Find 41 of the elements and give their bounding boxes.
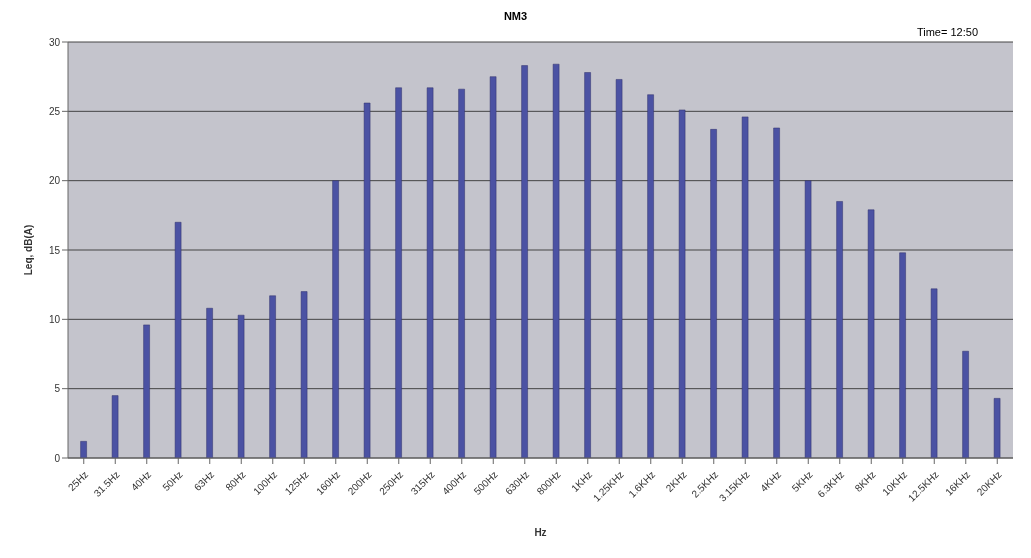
bar <box>269 295 276 458</box>
text: Time= 12:50 <box>916 26 978 38</box>
y-tick-label: 30 <box>48 36 61 48</box>
bar <box>395 87 402 458</box>
bar <box>867 209 875 458</box>
bar <box>836 201 843 458</box>
bar <box>206 307 213 458</box>
bar <box>458 88 465 458</box>
bar <box>552 63 560 458</box>
y-tick-label: 15 <box>48 244 61 256</box>
bar <box>332 180 339 458</box>
bar <box>773 127 780 458</box>
bar <box>930 288 938 458</box>
bar <box>489 76 497 458</box>
bar <box>426 87 434 458</box>
y-tick-label: 0 <box>54 452 61 464</box>
bar <box>741 116 749 458</box>
bar <box>300 291 308 458</box>
bar <box>804 180 812 458</box>
bar <box>111 395 119 458</box>
bar <box>584 72 591 458</box>
bar <box>647 94 654 458</box>
y-tick-label: 20 <box>48 175 61 187</box>
x-axis-title: Hz <box>534 527 547 538</box>
chart-title: NM3 <box>502 10 529 22</box>
bar <box>962 350 969 458</box>
y-tick-label: 5 <box>54 383 61 395</box>
bar <box>237 314 245 458</box>
y-tick-label: 25 <box>48 105 61 117</box>
bar <box>174 222 182 458</box>
bar <box>710 129 717 458</box>
y-tick-label: 10 <box>48 313 61 325</box>
bar <box>80 441 87 458</box>
bar <box>521 65 528 458</box>
y-axis-title: Leq, dB(A) <box>22 224 34 276</box>
bar <box>993 398 1001 458</box>
bar <box>678 109 686 458</box>
bar <box>899 252 906 458</box>
bar <box>615 79 623 458</box>
bar <box>143 324 150 458</box>
bar <box>363 102 371 458</box>
